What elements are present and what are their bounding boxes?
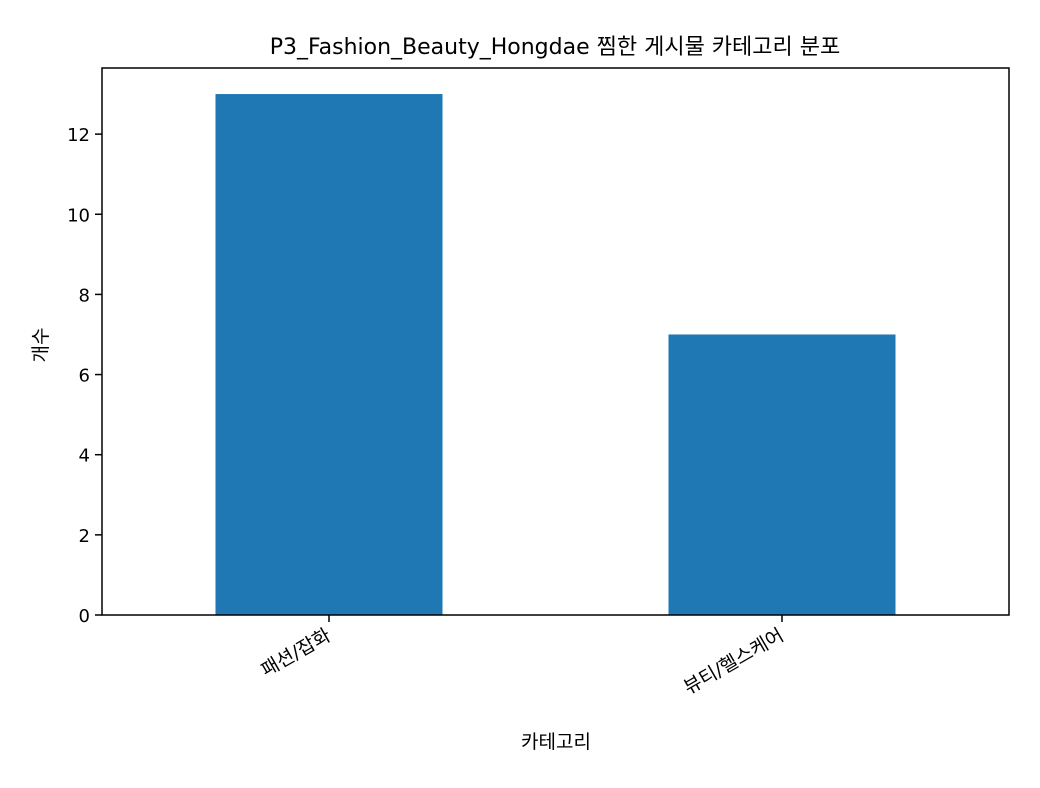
y-tick-label: 0 — [79, 606, 90, 627]
y-tick-label: 12 — [67, 125, 90, 146]
y-tick-label: 10 — [67, 205, 90, 226]
y-tick-label: 2 — [79, 526, 90, 547]
y-tick-label: 4 — [79, 446, 90, 467]
chart-title: P3_Fashion_Beauty_Hongdae 찜한 게시물 카테고리 분포 — [270, 35, 841, 60]
x-axis-label: 카테고리 — [521, 731, 591, 753]
y-tick-label: 8 — [79, 285, 90, 306]
bar-0 — [215, 94, 443, 616]
y-axis-ticks: 0 2 4 6 8 10 12 — [67, 125, 102, 627]
bars-layer — [215, 94, 896, 616]
plot-frame — [101, 67, 1010, 616]
y-tick-label: 6 — [79, 366, 90, 387]
y-axis-label: 개수 — [30, 328, 52, 363]
bar-1 — [668, 334, 896, 615]
